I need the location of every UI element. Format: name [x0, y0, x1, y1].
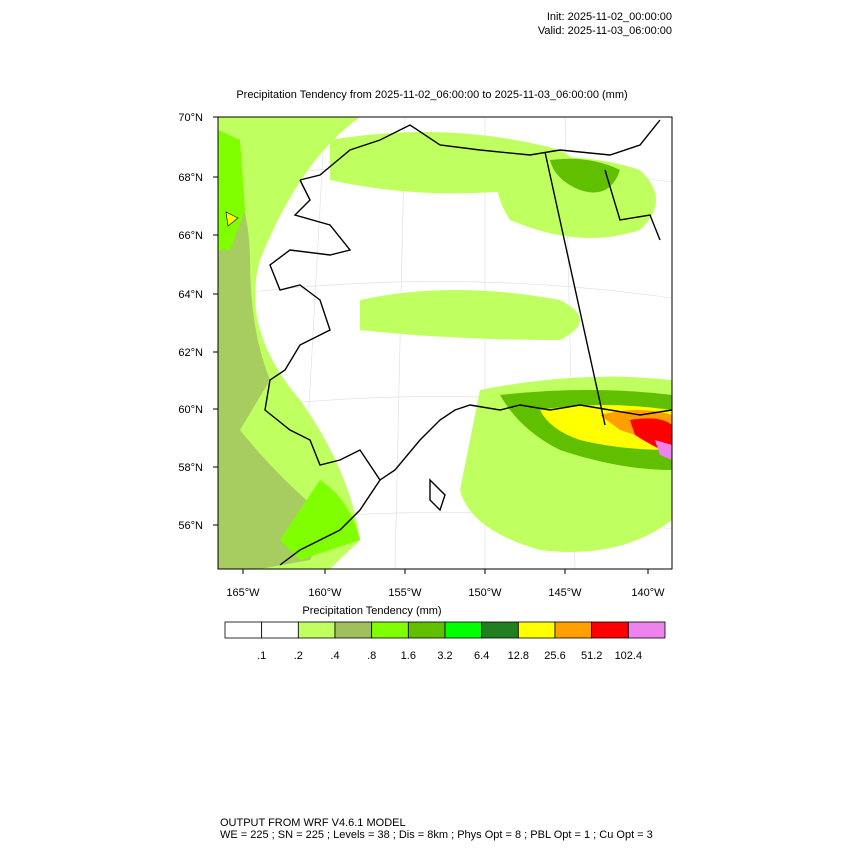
- colorbar-label: 25.6: [544, 650, 565, 662]
- colorbar-box: [554, 621, 593, 639]
- colorbar-label: .1: [257, 650, 266, 662]
- footer-line: OUTPUT FROM WRF V4.6.1 MODEL: [220, 817, 406, 829]
- lon-label: 145°W: [548, 587, 582, 599]
- colorbar-box: [481, 621, 519, 639]
- map-field: [218, 117, 672, 569]
- colorbar-label: 102.4: [615, 650, 643, 662]
- colorbar-label: 1.6: [401, 650, 416, 662]
- lat-label: 70°N: [178, 112, 203, 124]
- valid-time: Valid: 2025-11-03_06:00:00: [538, 25, 672, 37]
- colorbar-box: [371, 621, 409, 639]
- lat-label: 58°N: [178, 462, 203, 474]
- colorbar: .1 .2 .4 .8 1.6 3.2 6.4 12.8 25.6 51.2 102.4: [224, 621, 666, 662]
- lon-label: 160°W: [308, 587, 342, 599]
- colorbar-box: [334, 621, 373, 639]
- colorbar-box: [591, 621, 629, 639]
- init-time: Init: 2025-11-02_00:00:00: [547, 11, 672, 23]
- lat-label: 66°N: [178, 230, 203, 242]
- colorbar-box: [261, 621, 299, 639]
- colorbar-box: [517, 621, 556, 639]
- lon-label: 150°W: [468, 587, 502, 599]
- map-title: Precipitation Tendency from 2025-11-02_0…: [236, 89, 627, 101]
- colorbar-label: 6.4: [474, 650, 489, 662]
- colorbar-box: [407, 621, 446, 639]
- colorbar-box: [444, 621, 483, 639]
- lon-label: 165°W: [226, 587, 260, 599]
- colorbar-box: [627, 621, 666, 639]
- colorbar-box: [297, 621, 336, 639]
- colorbar-label: .4: [330, 650, 339, 662]
- lat-label: 60°N: [178, 404, 203, 416]
- lat-label: 64°N: [178, 289, 203, 301]
- colorbar-box: [224, 621, 263, 639]
- colorbar-label: 12.8: [508, 650, 529, 662]
- colorbar-title: Precipitation Tendency (mm): [302, 605, 441, 617]
- lat-label: 62°N: [178, 347, 203, 359]
- lat-label: 68°N: [178, 172, 203, 184]
- colorbar-label: 3.2: [437, 650, 452, 662]
- lon-label: 155°W: [388, 587, 422, 599]
- lat-label: 56°N: [178, 520, 203, 532]
- colorbar-label: .2: [294, 650, 303, 662]
- footer-line: WE = 225 ; SN = 225 ; Levels = 38 ; Dis …: [220, 829, 653, 841]
- colorbar-label: 51.2: [581, 650, 602, 662]
- colorbar-label: .8: [367, 650, 376, 662]
- lon-label: 140°W: [631, 587, 665, 599]
- map-frame: [217, 116, 673, 570]
